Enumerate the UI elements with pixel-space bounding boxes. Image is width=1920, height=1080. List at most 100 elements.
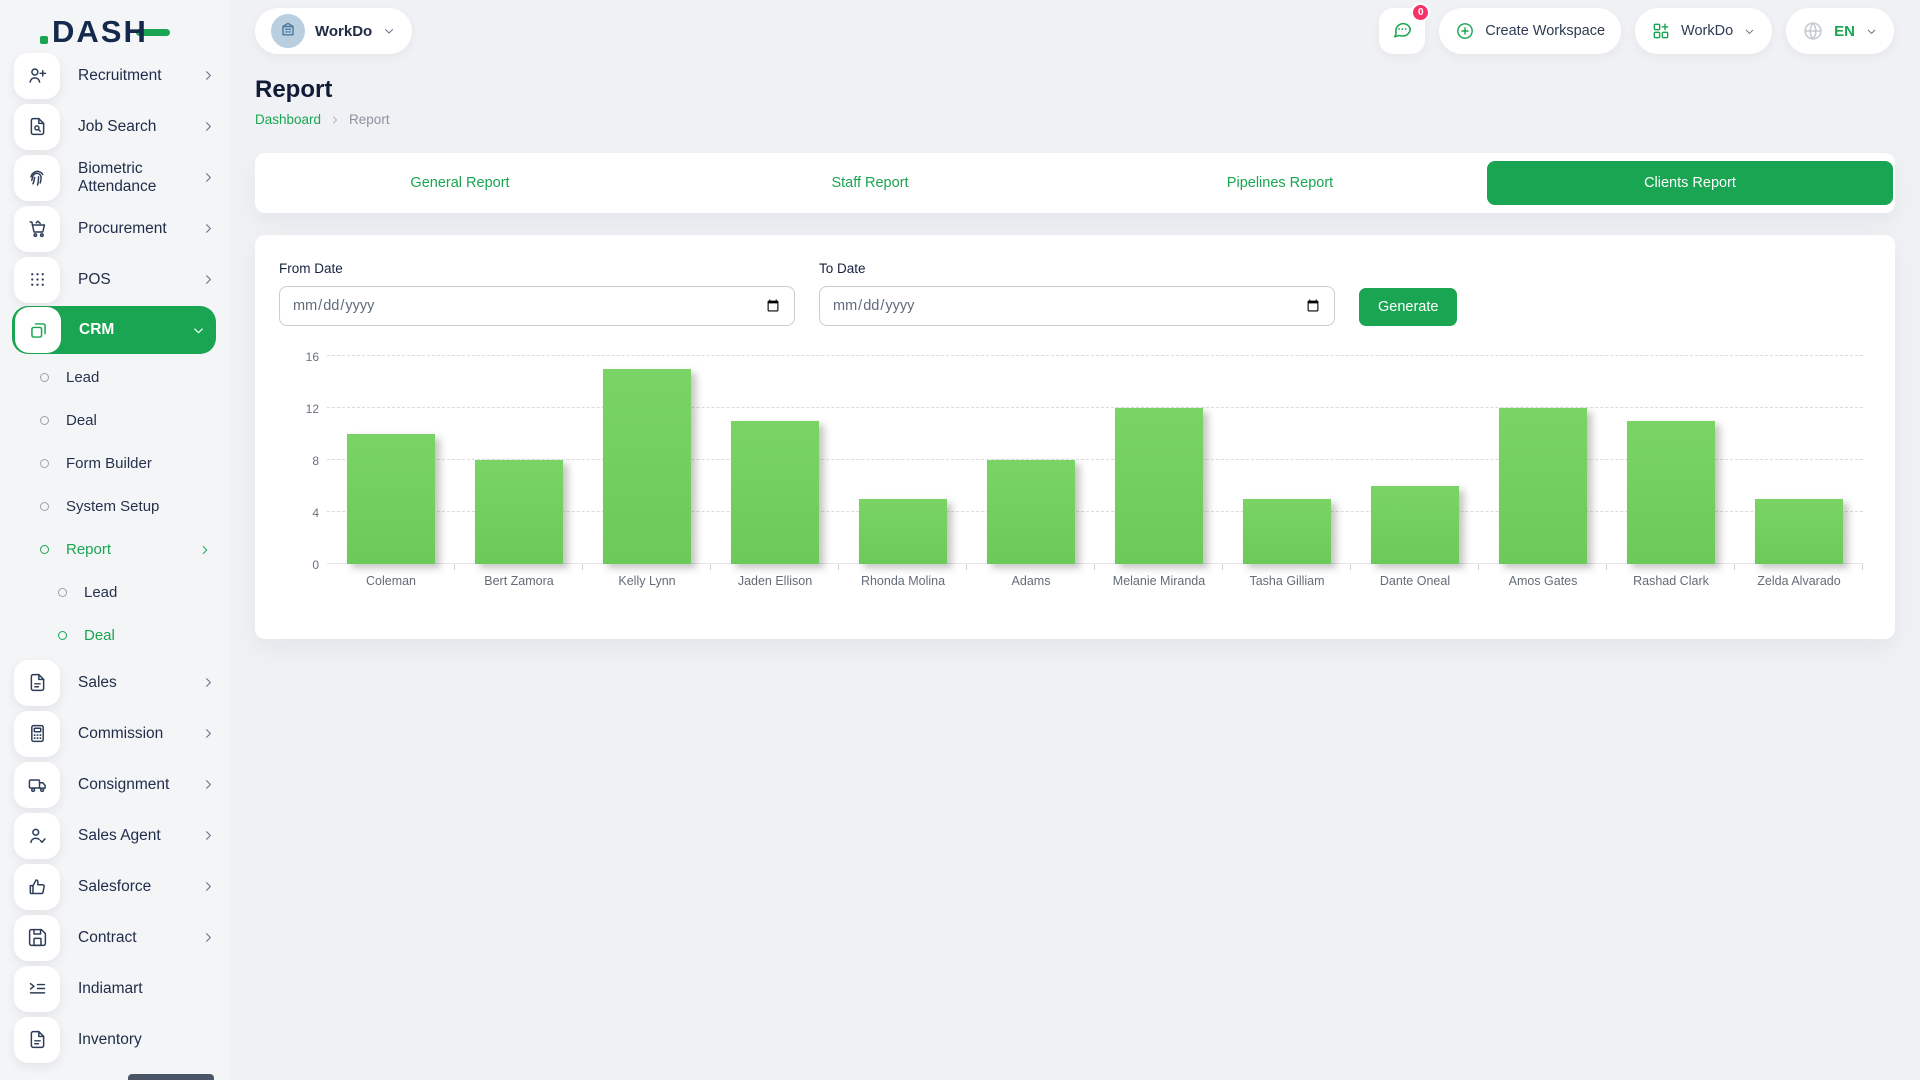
grid-dots-icon	[14, 256, 60, 303]
chart-xlabel: Coleman	[365, 574, 417, 588]
sidebar-item-label: Sales	[78, 673, 117, 691]
topbar: WorkDo 0 Create Workspace WorkDo EN	[230, 0, 1920, 62]
chevron-right-icon	[329, 114, 341, 126]
sidebar-subitem-label: Deal	[84, 627, 115, 644]
chart-gridline-4: 4	[312, 506, 1863, 520]
chevron-down-icon	[382, 24, 396, 38]
sidebar-item-label: Sales Agent	[78, 826, 161, 844]
clients-report-bar-chart: 16 12 8 4 0 Coleman Bert Zamora Kelly Lynn Jaden…	[306, 350, 1863, 588]
sidebar-item-inventory[interactable]: Inventory	[0, 1014, 230, 1065]
from-date-input[interactable]	[279, 286, 795, 326]
sidebar-item-crm[interactable]: CRM	[12, 306, 216, 354]
chart-gridline-16: 16	[306, 350, 1863, 364]
messages-badge: 0	[1411, 3, 1431, 22]
sidebar-item-sales-agent[interactable]: Sales Agent	[0, 810, 230, 861]
chart-xlabel: Amos Gates	[1508, 574, 1578, 588]
to-date-field-group: To Date	[819, 261, 1335, 326]
sidebar-subitem-deal[interactable]: Deal	[0, 399, 230, 442]
sidebar-subitem-label: Lead	[84, 584, 118, 601]
sidebar-item-consignment[interactable]: Consignment	[0, 759, 230, 810]
messages-button[interactable]: 0	[1379, 3, 1431, 54]
sidebar-subitem-lead[interactable]: Lead	[0, 571, 230, 614]
generate-button[interactable]: Generate	[1359, 288, 1458, 326]
chart-gridline-0: 0	[312, 558, 1863, 572]
sidebar-subitem-form-builder[interactable]: Form Builder	[0, 442, 230, 485]
chart-bar-dante-oneal	[1370, 486, 1460, 564]
report-filter-form: From Date To Date Generate	[279, 261, 1871, 326]
bullet-circle-icon	[40, 459, 49, 468]
sidebar-item-pos[interactable]: POS	[0, 254, 230, 305]
breadcrumb-dashboard-link[interactable]: Dashboard	[255, 112, 322, 127]
chart-category-amos-gates	[1479, 356, 1607, 570]
tab-pipelines-report[interactable]: Pipelines Report	[1226, 175, 1334, 191]
sidebar-partial-item	[128, 1074, 214, 1080]
chart-category-coleman	[327, 356, 455, 570]
chart-category-adams	[967, 356, 1095, 570]
chart-xlabel: Kelly Lynn	[618, 574, 676, 588]
sidebar-item-salesforce[interactable]: Salesforce	[0, 861, 230, 912]
bullet-circle-icon	[40, 373, 49, 382]
app-menu-label: WorkDo	[1681, 23, 1734, 39]
sidebar: DASH Recruitment Job Search Biometric Atte…	[0, 0, 230, 1080]
workspace-switcher-label: WorkDo	[315, 22, 373, 40]
chevron-right-icon	[201, 777, 216, 792]
sidebar-item-label: Commission	[78, 724, 164, 742]
chart-gridline-12: 12	[306, 402, 1863, 416]
chart-ytick-label: 16	[305, 350, 319, 364]
chart-category-melanie-miranda	[1095, 356, 1223, 570]
building-icon	[278, 19, 298, 44]
to-date-input[interactable]	[819, 286, 1335, 326]
chart-xlabel: Zelda Alvarado	[1757, 574, 1841, 588]
chart-category-kelly-lynn	[583, 356, 711, 570]
chart-bars	[327, 356, 1863, 570]
sidebar-item-label: POS	[78, 270, 111, 288]
workspace-switcher[interactable]: WorkDo	[255, 8, 413, 54]
chart-xlabel: Tasha Gilliam	[1249, 574, 1325, 588]
sidebar-item-biometric-attendance[interactable]: Biometric Attendance	[0, 152, 230, 203]
cart-icon	[14, 205, 60, 252]
brand-logo-text: DASH	[40, 14, 148, 49]
bullet-circle-icon	[40, 502, 49, 511]
chevron-right-icon	[201, 930, 216, 945]
page-title: Report	[255, 76, 333, 103]
sidebar-item-indiamart[interactable]: Indiamart	[0, 963, 230, 1014]
chart-ytick-label: 12	[305, 402, 319, 416]
sidebar-item-procurement[interactable]: Procurement	[0, 203, 230, 254]
topbar-actions: 0 Create Workspace WorkDo EN	[1379, 3, 1894, 54]
tab-general-report[interactable]: General Report	[410, 175, 510, 191]
sidebar-subitem-report[interactable]: Report	[0, 528, 230, 571]
grid-plus-icon	[1651, 21, 1671, 41]
brand-logo[interactable]: DASH	[40, 12, 170, 52]
sidebar-item-recruitment[interactable]: Recruitment	[0, 50, 230, 101]
breadcrumb: Dashboard Report	[255, 112, 1895, 127]
bullet-circle-icon	[40, 545, 49, 554]
thumbs-up-icon	[14, 863, 60, 910]
globe-icon	[1802, 20, 1824, 42]
sidebar-item-job-search[interactable]: Job Search	[0, 101, 230, 152]
report-card: From Date To Date Generate 16 12 8 4 0 Colema…	[255, 235, 1895, 639]
chart-category-bert-zamora	[455, 356, 583, 570]
sidebar-item-label: Salesforce	[78, 877, 152, 895]
sidebar-subitem-system-setup[interactable]: System Setup	[0, 485, 230, 528]
sidebar-subitem-lead[interactable]: Lead	[0, 356, 230, 399]
chevron-down-icon	[1865, 25, 1878, 38]
create-workspace-button[interactable]: Create Workspace	[1439, 8, 1622, 54]
sidebar-item-label: Recruitment	[78, 66, 162, 84]
sidebar-item-commission[interactable]: Commission	[0, 708, 230, 759]
truck-icon	[14, 761, 60, 808]
sidebar-item-contract[interactable]: Contract	[0, 912, 230, 963]
chevron-down-icon	[1743, 25, 1756, 38]
app-menu-button[interactable]: WorkDo	[1635, 8, 1773, 54]
tab-clients-report[interactable]: Clients Report	[1487, 161, 1893, 205]
tab-staff-report[interactable]: Staff Report	[831, 175, 909, 191]
sidebar-subitem-deal[interactable]: Deal	[0, 614, 230, 657]
language-selector[interactable]: EN	[1786, 8, 1894, 54]
chart-category-rashad-clark	[1607, 356, 1735, 570]
copy-icon	[15, 307, 61, 353]
file-search-icon	[14, 103, 60, 150]
chart-xlabel: Dante Oneal	[1379, 574, 1451, 588]
from-date-field-group: From Date	[279, 261, 795, 326]
chevron-right-icon	[201, 68, 216, 83]
sidebar-item-sales[interactable]: Sales	[0, 657, 230, 708]
